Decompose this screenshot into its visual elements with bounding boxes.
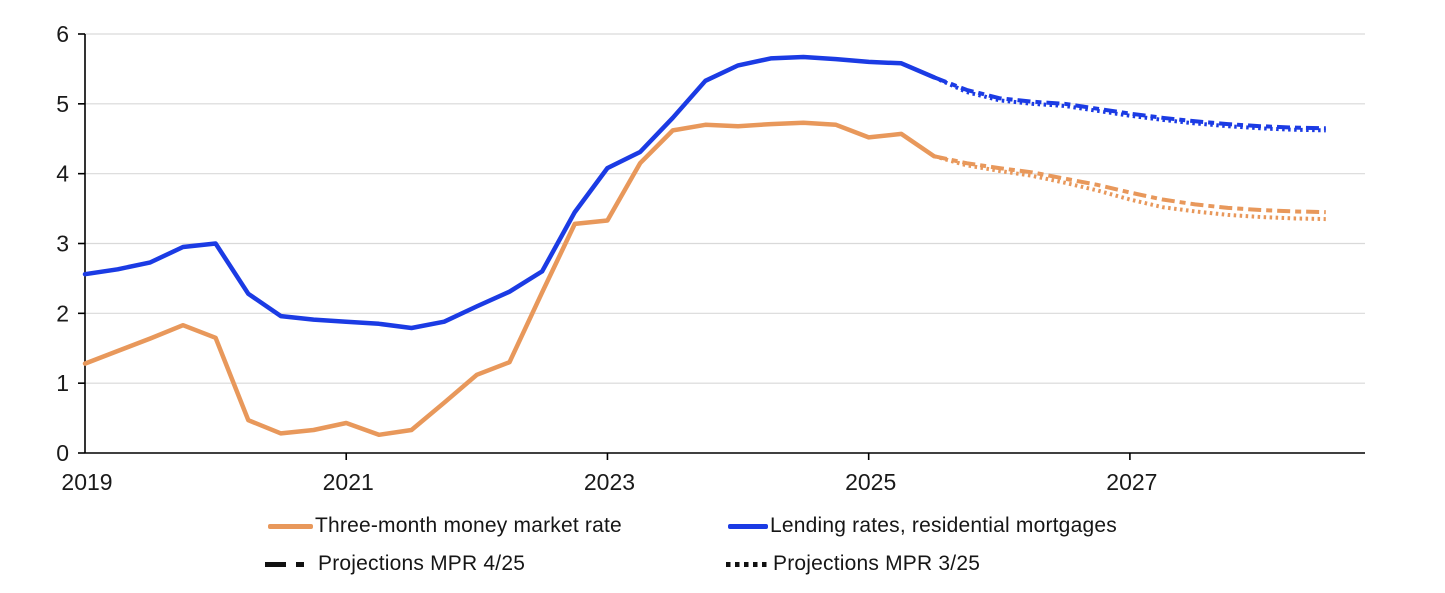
y-tick-label: 5 [56, 91, 69, 117]
dashed-line-swatch-icon [265, 561, 316, 567]
y-tick-label: 6 [56, 21, 69, 47]
x-tick-label: 2021 [323, 469, 374, 495]
y-tick-label: 1 [56, 370, 69, 396]
line-projections-mpr-4-25-three-month-money-market-rate [933, 154, 1326, 215]
lending-rates-line-swatch-icon [728, 523, 768, 529]
y-tick-label: 2 [56, 300, 69, 326]
dotted-line-swatch-icon [726, 561, 771, 567]
legend-item-projections-mpr-4-25: Projections MPR 4/25 [265, 552, 525, 576]
x-tick-label: 2027 [1106, 469, 1157, 495]
line-projections-mpr-3-25-lending-rates-residential-mortgages [933, 75, 1326, 133]
legend-label-projections-mpr-3-25: Projections MPR 3/25 [773, 552, 981, 575]
line-three-month-money-market-rate [82, 120, 937, 438]
y-tick-label: 0 [56, 440, 69, 466]
legend-label-lending-rates: Lending rates, residential mortgages [770, 514, 1117, 537]
legend-label-projections-mpr-4-25: Projections MPR 4/25 [318, 552, 526, 575]
line-projections-mpr-4-25-lending-rates-residential-mortgages [933, 75, 1326, 131]
legend-item-projections-mpr-3-25: Projections MPR 3/25 [726, 552, 980, 576]
x-tick-label: 2019 [61, 469, 112, 495]
y-tick-label: 4 [56, 161, 69, 187]
line-lending-rates-residential-mortgages [82, 54, 937, 331]
x-tick-label: 2023 [584, 469, 635, 495]
legend-item-lending-rates: Lending rates, residential mortgages [728, 514, 1117, 538]
line-projections-mpr-3-25-three-month-money-market-rate [933, 154, 1326, 222]
y-tick-label: 3 [56, 231, 69, 257]
legend-item-money-market: Three-month money market rate [268, 514, 622, 538]
x-tick-label: 2025 [845, 469, 896, 495]
legend-label-money-market: Three-month money market rate [315, 514, 622, 537]
money-market-line-swatch-icon [268, 523, 313, 529]
